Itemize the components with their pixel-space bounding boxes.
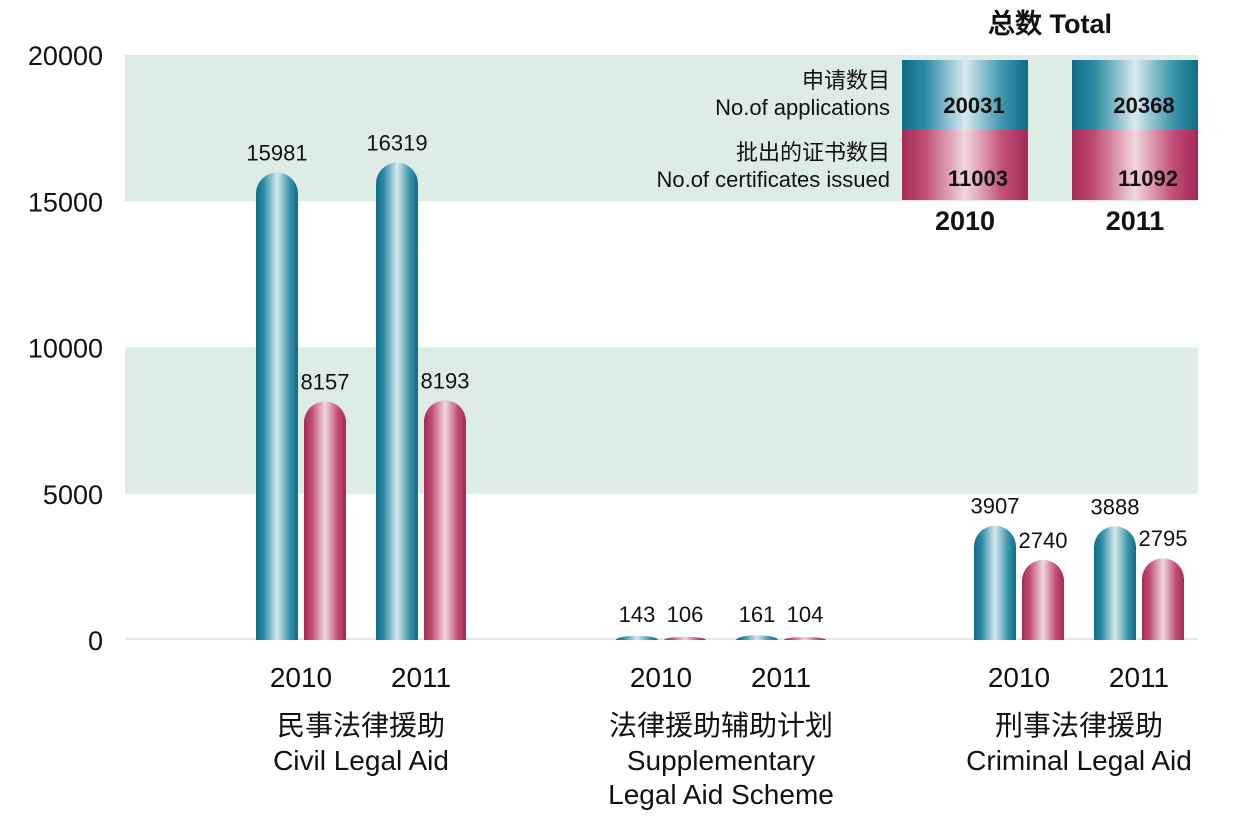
year-label: 2010 — [630, 662, 692, 693]
bar-applications — [974, 525, 1016, 640]
total-certificates-value: 11092 — [1118, 166, 1178, 191]
certificates-label: 批出的证书数目 — [736, 140, 890, 165]
total-certificates-block — [902, 130, 1028, 200]
total-certificates-value: 11003 — [948, 166, 1008, 191]
group-label-en: Civil Legal Aid — [273, 745, 449, 776]
y-tick-label: 15000 — [28, 187, 103, 217]
bar-applications — [376, 162, 418, 640]
group-label-en: Supplementary — [627, 745, 815, 776]
total-year-label: 2011 — [1106, 206, 1165, 236]
group-label-en: Legal Aid Scheme — [608, 779, 834, 810]
data-label-certificates: 8193 — [421, 368, 470, 393]
data-label-certificates: 2795 — [1139, 526, 1188, 551]
bar-certificates — [1142, 558, 1184, 640]
bar-certificates — [424, 400, 466, 640]
total-year-label: 2010 — [935, 206, 995, 236]
data-label-applications: 161 — [739, 602, 776, 627]
total-certificates-block — [1072, 130, 1198, 200]
data-label-applications: 3907 — [971, 494, 1020, 519]
bar-applications — [1094, 526, 1136, 640]
total-applications-block — [1072, 60, 1198, 130]
total-applications-value: 20031 — [943, 93, 1004, 118]
year-label: 2010 — [988, 662, 1050, 693]
data-label-certificates: 2740 — [1019, 528, 1068, 553]
bar-certificates — [784, 636, 826, 640]
data-label-certificates: 104 — [787, 602, 824, 627]
bar-certificates — [1022, 559, 1064, 640]
y-axis: 0 5000 10000 15000 20000 — [28, 41, 103, 656]
y-tick-label: 10000 — [28, 334, 103, 364]
group-label-cn: 民事法律援助 — [277, 710, 445, 741]
certificates-label: No.of certificates issued — [656, 167, 890, 192]
data-label-applications: 143 — [619, 602, 656, 627]
bar-applications — [736, 635, 778, 640]
data-label-applications: 3888 — [1091, 494, 1140, 519]
total-title: 总数 Total — [988, 9, 1112, 39]
applications-label: No.of applications — [715, 95, 890, 120]
group-label-cn: 刑事法律援助 — [995, 710, 1163, 741]
grid-band — [125, 347, 1198, 494]
bar-applications — [256, 172, 298, 640]
year-label: 2011 — [1109, 662, 1169, 693]
bar-certificates — [664, 636, 706, 640]
data-label-applications: 16319 — [366, 131, 427, 156]
data-label-certificates: 106 — [667, 602, 704, 627]
total-applications-block — [902, 60, 1028, 130]
year-label: 2010 — [270, 662, 332, 693]
total-legend-panel: 总数 Total 20031 11003 2010 20368 11092 2011 申请数目… — [656, 9, 1198, 236]
bar-certificates — [304, 401, 346, 640]
total-applications-value: 20368 — [1113, 93, 1174, 118]
group-label-cn: 法律援助辅助计划 — [609, 710, 833, 741]
data-label-applications: 15981 — [246, 141, 307, 166]
y-tick-label: 20000 — [28, 41, 103, 71]
applications-label: 申请数目 — [802, 68, 890, 93]
year-label: 2011 — [391, 662, 451, 693]
data-label-certificates: 8157 — [301, 369, 350, 394]
y-tick-label: 0 — [88, 626, 103, 656]
bar-applications — [616, 635, 658, 640]
year-label: 2011 — [751, 662, 811, 693]
group-label-en: Criminal Legal Aid — [966, 745, 1192, 776]
y-tick-label: 5000 — [43, 480, 103, 510]
baseline — [125, 638, 1198, 640]
bar-groups: 15981 8157 2010 16319 8193 2011 民事法律援助 Civil Le… — [246, 131, 1191, 810]
